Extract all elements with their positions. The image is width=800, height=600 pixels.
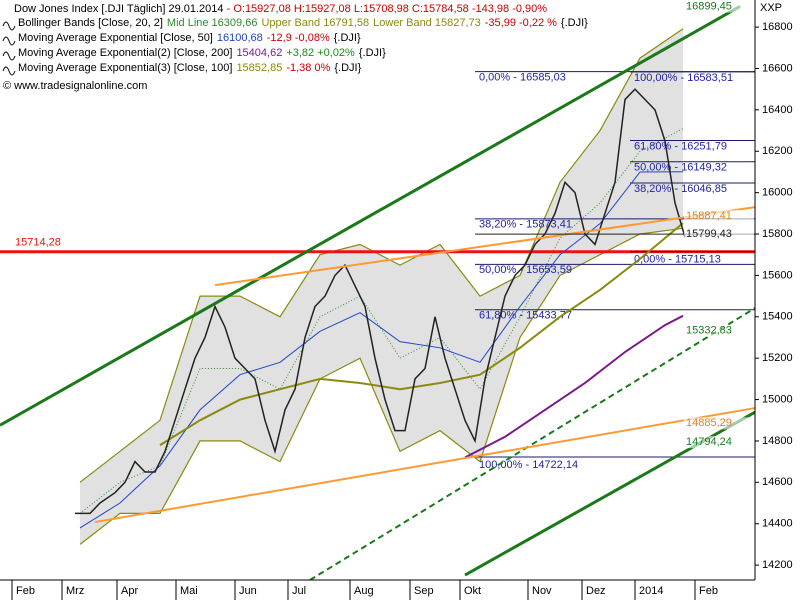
trendline-tag: 15799,43 (686, 228, 732, 240)
x-tick-label: Apr (121, 585, 138, 597)
y-tick-label: 16200 (762, 145, 793, 157)
trendline-tag-bg (684, 228, 754, 241)
x-tick-label: Aug (354, 585, 374, 597)
y-axis-label: XXP (760, 2, 782, 14)
legend-icon (2, 21, 16, 31)
legend-segment: Bollinger Bands [Close, 20, 2] (18, 17, 163, 29)
trendline (94, 407, 756, 524)
trendline (309, 307, 756, 581)
legend-segment: Moving Average Exponential(2) [Close, 20… (18, 47, 232, 59)
chart-title: Dow Jones Index [.DJI Täglich] 29.01.201… (14, 3, 224, 15)
plot-area: 15714,28 0,00% - 16585,03 38,20% - 15873,4… (0, 0, 756, 581)
trendline-tag: 15887,41 (686, 210, 732, 222)
fib-label: 38,20% - 15873,41 (479, 219, 572, 231)
bollinger-upper (79, 28, 684, 483)
legend-segment: {.DJI} (561, 17, 588, 29)
moving-average (79, 171, 684, 529)
legend-segment: +3,82 +0,02% (286, 47, 355, 59)
legend-entry: Bollinger Bands [Close, 20, 2] Mid Line 1… (18, 17, 588, 29)
bollinger-lower (79, 227, 684, 545)
legend-entry: Moving Average Exponential(3) [Close, 10… (18, 62, 362, 74)
trendline-tag-bg (684, 436, 754, 449)
fib-label: 0,00% - 15715,13 (634, 253, 721, 265)
x-tick-label: Mai (180, 585, 198, 597)
trendline (214, 206, 756, 287)
fib-label: 38,20% - 16046,85 (634, 183, 727, 195)
y-tick-label: 14400 (762, 518, 793, 530)
header: Dow Jones Index [.DJI Täglich] 29.01.201… (2, 3, 588, 92)
fib-label: 100,00% - 16583,51 (634, 72, 733, 84)
moving-average (464, 314, 684, 459)
trendline-tag: 16899,45 (686, 0, 732, 12)
y-axis-area (755, 0, 800, 580)
legend-segment: Moving Average Exponential [Close, 50] (18, 32, 213, 44)
bollinger-fill (80, 28, 683, 545)
legend-segment: -1,38 0% (286, 62, 330, 74)
x-tick-label: 2014 (639, 585, 663, 597)
x-axis-area (0, 580, 800, 600)
y-tick-label: 15600 (762, 269, 793, 281)
legend-segment: Moving Average Exponential(3) [Close, 10… (18, 62, 232, 74)
support-label: 15714,28 (15, 237, 61, 249)
y-tick-label: 16000 (762, 187, 793, 199)
trendline-tag-bg (684, 209, 754, 222)
legend-segment: 16100,68 (217, 32, 263, 44)
quote: - O:15927,08 H:15927,08 L:15708,98 C:157… (227, 3, 548, 15)
legend-entry: Moving Average Exponential [Close, 50] 16… (18, 32, 361, 44)
legend-segment: {.DJI} (334, 32, 361, 44)
y-tick-label: 15000 (762, 393, 793, 405)
legend-segment: 15852,85 (236, 62, 282, 74)
watermark: © www.tradesignalonline.com (3, 80, 147, 92)
legend-segment: {.DJI} (359, 47, 386, 59)
trendline-tag-bg (684, 0, 754, 13)
y-tick-label: 16400 (762, 104, 793, 116)
y-tick-label: 14800 (762, 435, 793, 447)
fib-label: 0,00% - 16585,03 (479, 71, 566, 83)
trendline-tag-bg (684, 417, 754, 430)
y-tick-label: 15400 (762, 311, 793, 323)
y-tick-label: 14200 (762, 559, 793, 571)
fib-label: 50,00% - 15653,59 (479, 264, 572, 276)
x-tick-label: Dez (586, 585, 606, 597)
x-tick-label: Mrz (66, 585, 84, 597)
x-tick-label: Jul (292, 585, 306, 597)
trendline-tag: 15332,83 (686, 325, 732, 337)
y-tick-label: 15800 (762, 228, 793, 240)
x-tick-label: Nov (532, 585, 552, 597)
fib-label: 61,80% - 15433,77 (479, 310, 572, 322)
axes: 14200 14400 14600 14800 15000 15200 15400 15600… (11, 21, 793, 600)
y-tick-label: 14600 (762, 476, 793, 488)
legend-segment: -12,9 -0,08% (267, 32, 330, 44)
trendline-tag-bg (684, 324, 754, 337)
legend-segment: -35,99 -0,22 % (485, 17, 557, 29)
fib-label: 100,00% - 14722,14 (479, 459, 578, 471)
x-tick-label: Jun (239, 585, 257, 597)
legend-icon (2, 36, 16, 46)
legend-segment: Upper Band 16791,58 (261, 17, 369, 29)
x-tick-label: Feb (16, 585, 35, 597)
trendline-tag: 14794,24 (686, 436, 732, 448)
legend-icon (2, 51, 16, 61)
legend-entry: Moving Average Exponential(2) [Close, 20… (18, 47, 386, 59)
trendline (0, 5, 741, 427)
legend-icon (2, 66, 16, 76)
x-tick-label: Sep (414, 585, 434, 597)
x-tick-label: Okt (464, 585, 481, 597)
trendline-tag: 14885,29 (686, 417, 732, 429)
legend-segment: Mid Line 16309,66 (167, 17, 258, 29)
moving-average (159, 222, 684, 446)
header-line: Dow Jones Index [.DJI Täglich] 29.01.201… (14, 3, 547, 15)
fib-label: 50,00% - 16149,32 (634, 162, 727, 174)
y-tick-label: 16600 (762, 62, 793, 74)
legend-segment: Lower Band 15827,73 (373, 17, 481, 29)
y-tick-label: 16800 (762, 21, 793, 33)
y-tick-label: 15200 (762, 352, 793, 364)
legend-segment: {.DJI} (334, 62, 361, 74)
legend-segment: 15404,62 (236, 47, 282, 59)
x-tick-label: Feb (699, 585, 718, 597)
fib-label: 61,80% - 16251,79 (634, 140, 727, 152)
